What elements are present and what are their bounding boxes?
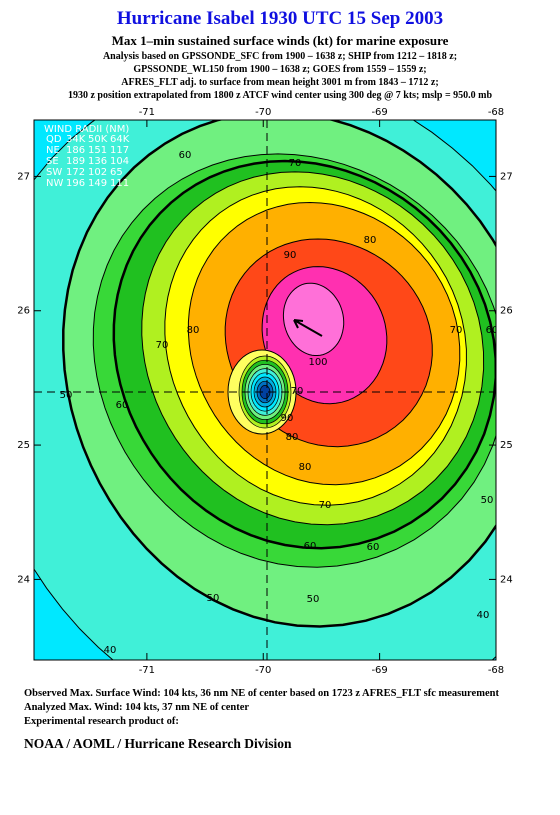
radii-header: 50K (88, 134, 108, 145)
radii-cell: SW (46, 167, 62, 178)
lon-label: -70 (255, 107, 271, 118)
contour-label: 50 (207, 593, 220, 604)
footer-line: Analyzed Max. Wind: 104 kts, 37 nm NE of… (24, 702, 250, 713)
contour-label: 40 (477, 610, 490, 621)
contour-label: 70 (289, 158, 302, 169)
organization: NOAA / AOML / Hurricane Research Divisio… (24, 736, 292, 751)
contour-label: 100 (308, 357, 327, 368)
contour-label: 80 (187, 325, 200, 336)
lon-label: -68 (488, 665, 504, 676)
analysis-line: AFRES_FLT adj. to surface from mean heig… (121, 77, 439, 88)
contour-label: 80 (299, 462, 312, 473)
contour-label: 80 (286, 432, 299, 443)
contour-label: 70 (291, 386, 304, 397)
radii-cell: NE (46, 145, 60, 156)
radii-header: 64K (110, 134, 130, 145)
contour-label: 70 (319, 500, 332, 511)
radii-cell: 149 (88, 178, 107, 189)
radii-cell: SE (46, 156, 59, 167)
radii-cell: 151 (88, 145, 107, 156)
contour-label: 50 (307, 594, 320, 605)
footer-line: Experimental research product of: (24, 716, 179, 727)
radii-cell: 104 (110, 156, 129, 167)
lat-label: 26 (17, 306, 30, 317)
contour-label: 70 (450, 325, 463, 336)
analysis-line: GPSSONDE_WL150 from 1900 – 1638 z; GOES … (133, 64, 427, 75)
lat-label: 27 (17, 171, 30, 182)
contour-label: 70 (156, 340, 169, 351)
radii-cell: 172 (66, 167, 85, 178)
wind-band (282, 282, 345, 356)
radii-header: 34K (66, 134, 86, 145)
lon-label: -71 (139, 665, 155, 676)
radii-cell: 189 (66, 156, 85, 167)
contour-label: 90 (281, 413, 294, 424)
lon-label: -69 (371, 107, 387, 118)
lat-label: 25 (500, 440, 513, 451)
radii-cell: 65 (110, 167, 123, 178)
radii-cell: NW (46, 178, 63, 189)
radii-cell: 111 (110, 178, 129, 189)
contour-label: 60 (179, 150, 192, 161)
analysis-line: 1930 z position extrapolated from 1800 z… (67, 90, 493, 101)
lon-label: -71 (139, 107, 155, 118)
contour-label: 60 (304, 541, 317, 552)
contour-label: 40 (104, 645, 117, 656)
lon-label: -70 (255, 665, 271, 676)
wind-map: 60 70 80 90 100 80 70 60 50 50 60 70 80 90 70 60 50 40 40 5… (17, 107, 513, 676)
lat-label: 24 (17, 574, 30, 585)
lat-label: 24 (500, 574, 513, 585)
contour-label: 90 (284, 250, 297, 261)
contour-label: 50 (60, 390, 73, 401)
radii-cell: 186 (66, 145, 85, 156)
radii-cell: 117 (110, 145, 129, 156)
footer-line: Observed Max. Surface Wind: 104 kts, 36 … (24, 688, 499, 699)
contour-label: 80 (364, 235, 377, 246)
lon-label: -69 (371, 665, 387, 676)
contour-label: 60 (367, 542, 380, 553)
lat-label: 27 (500, 171, 513, 182)
contour-label: 50 (481, 495, 494, 506)
title: Hurricane Isabel 1930 UTC 15 Sep 2003 (116, 8, 444, 29)
radii-cell: 136 (88, 156, 107, 167)
lat-label: 26 (500, 306, 513, 317)
radii-title: WIND RADII (NM) (44, 124, 129, 135)
radii-cell: 196 (66, 178, 85, 189)
analysis-line: Analysis based on GPSSONDE_SFC from 1900… (102, 51, 458, 62)
lon-label: -68 (488, 107, 504, 118)
contour-label: 60 (486, 325, 499, 336)
frame (33, 119, 497, 661)
motion-arrow (293, 319, 323, 337)
lat-label: 25 (17, 440, 30, 451)
radii-cell: 102 (88, 167, 107, 178)
contour-label: 60 (116, 400, 129, 411)
radii-header: QD (46, 134, 62, 145)
subtitle: Max 1–min sustained surface winds (kt) f… (111, 33, 449, 48)
